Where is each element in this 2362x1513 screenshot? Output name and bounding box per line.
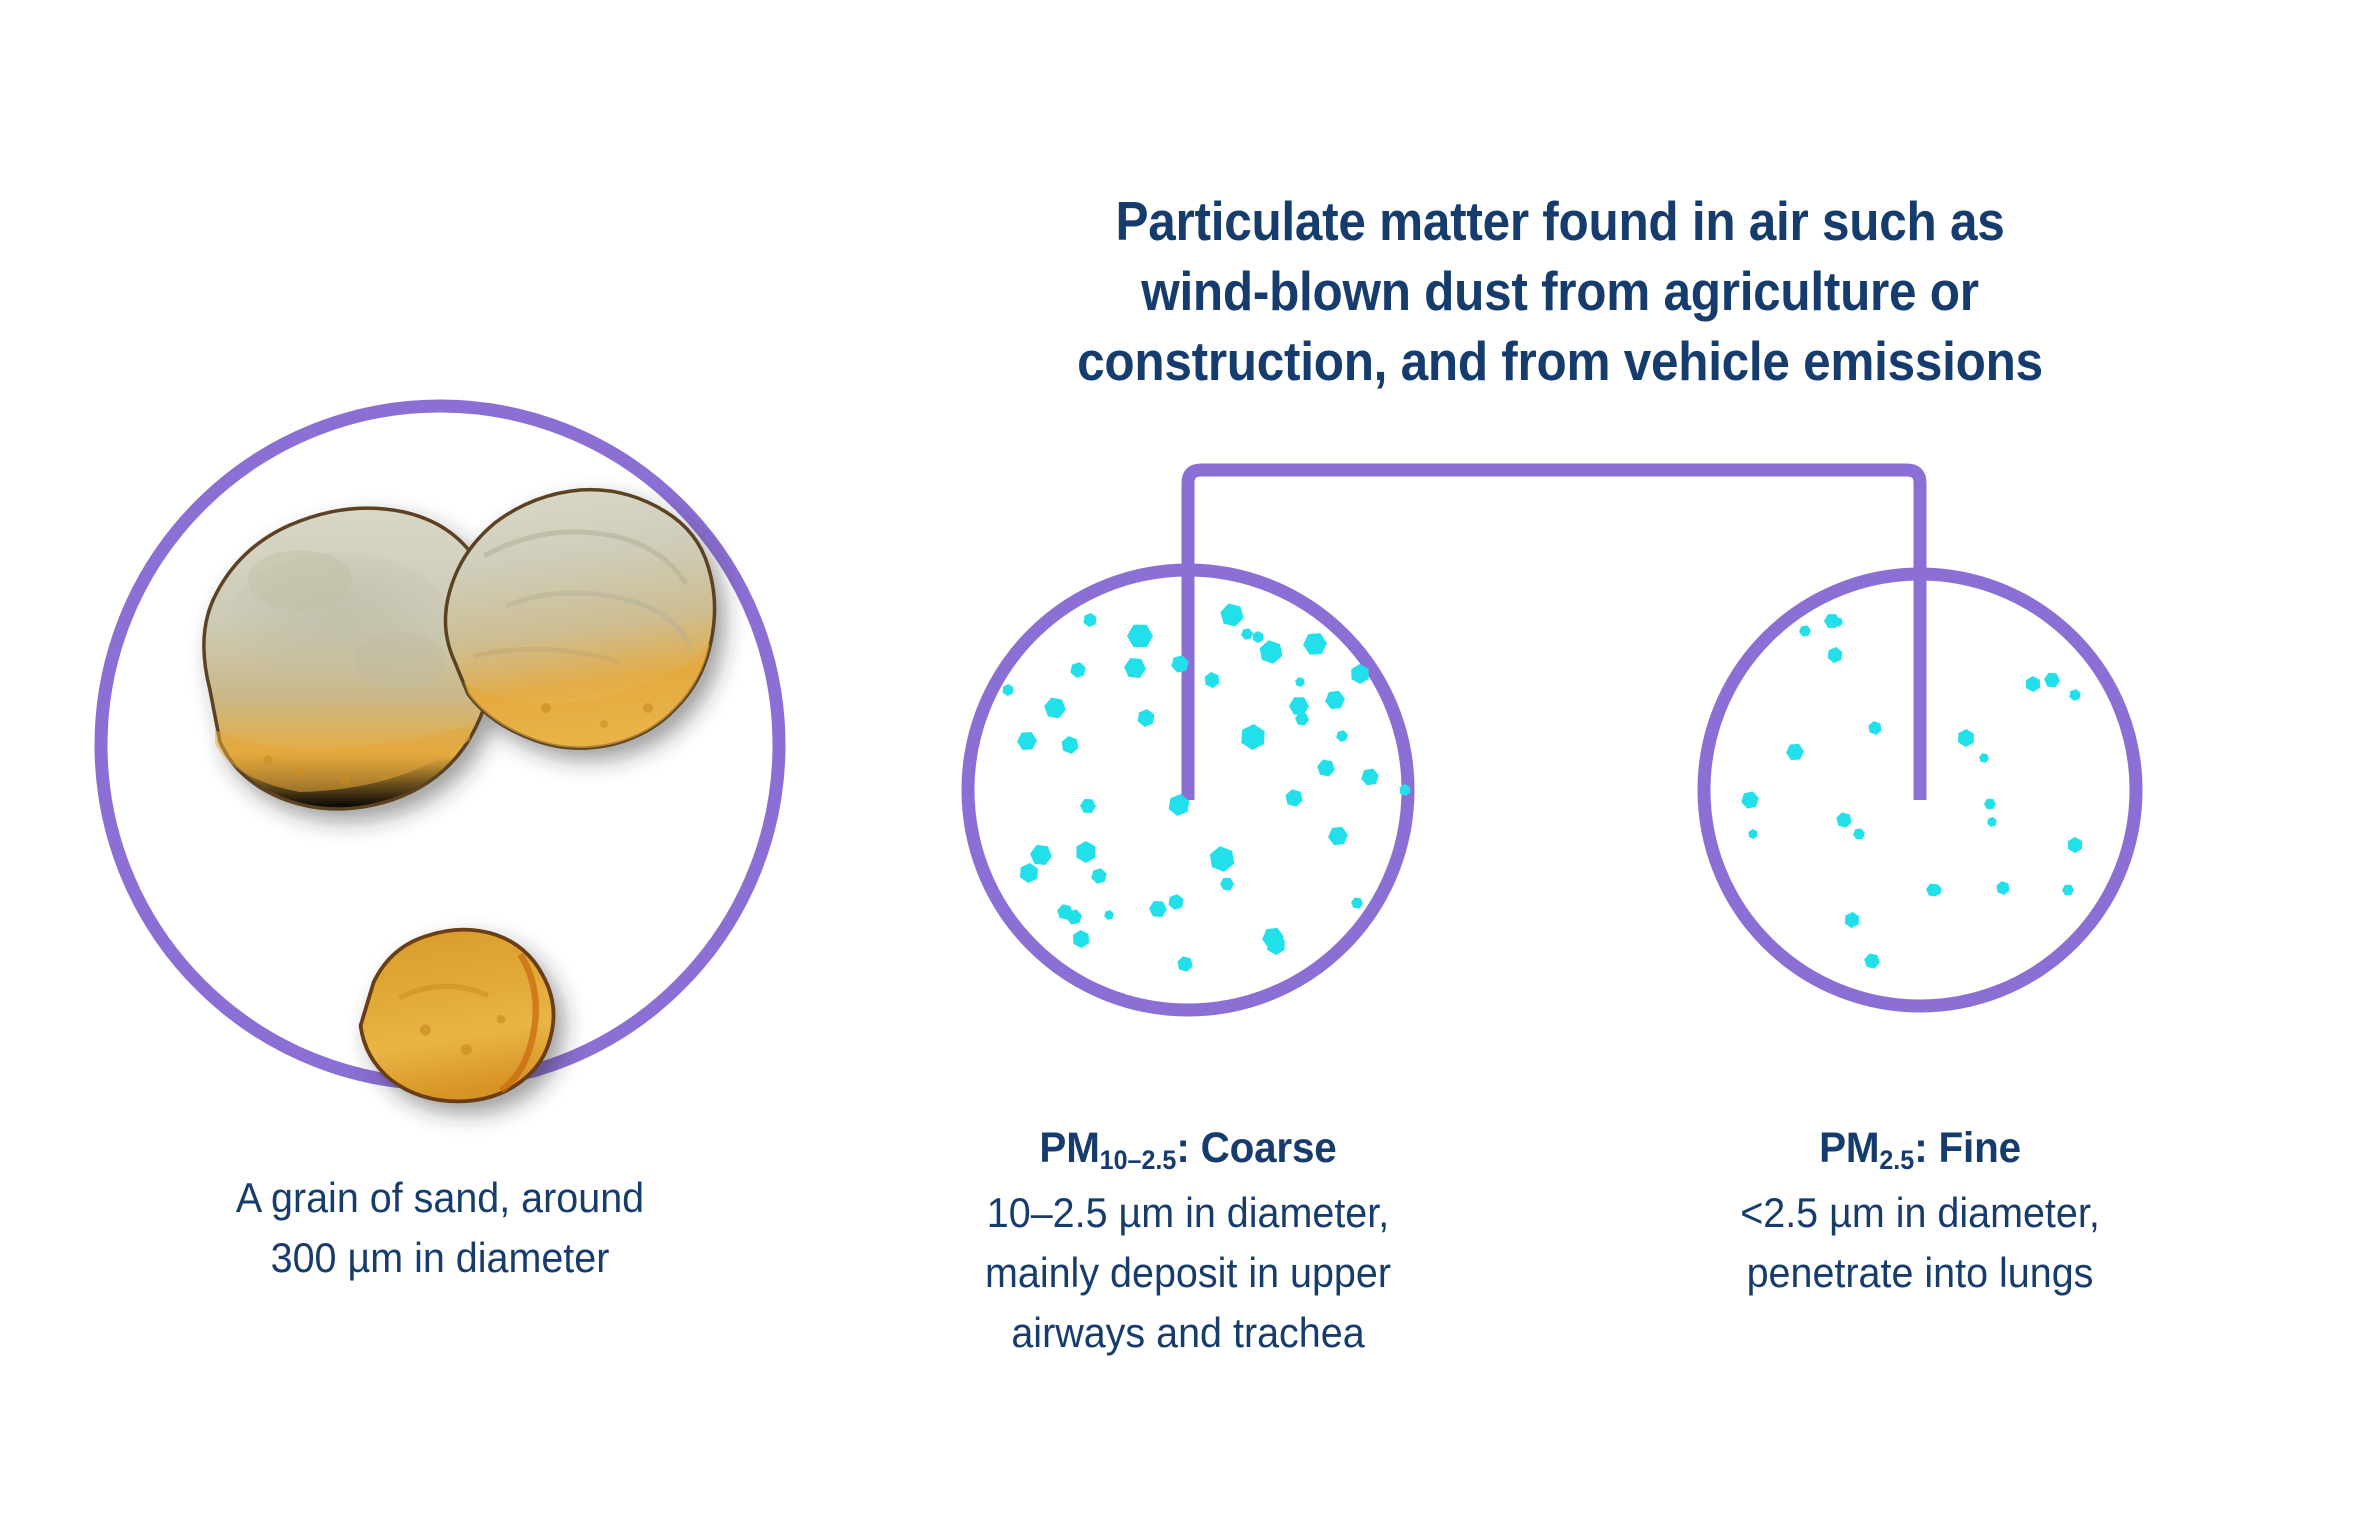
fine-particle <box>1868 721 1882 735</box>
sand-caption-line-1: A grain of sand, around <box>235 1174 645 1221</box>
coarse-particle <box>1137 709 1155 727</box>
sand-grain-bottom <box>358 927 556 1104</box>
coarse-caption-line-1: 10–2.5 µm in diameter, <box>986 1189 1390 1236</box>
coarse-particle <box>1285 789 1303 807</box>
coarse-particle <box>1083 613 1097 627</box>
coarse-particle <box>1252 631 1264 643</box>
coarse-heading-subscript: 10–2.5 <box>1099 1145 1177 1176</box>
coarse-particle <box>1204 672 1220 688</box>
coarse-particle <box>1017 732 1037 750</box>
fine-heading-suffix: : Fine <box>1914 1124 2021 1172</box>
coarse-particle <box>1209 846 1235 872</box>
fine-particle <box>1748 829 1758 839</box>
coarse-particle <box>1171 655 1189 673</box>
coarse-particle <box>1066 909 1082 925</box>
coarse-caption-line-2: mainly deposit in upper <box>984 1249 1391 1296</box>
coarse-particle <box>1002 684 1014 696</box>
sand-caption: A grain of sand, around 300 µm in diamet… <box>102 1168 779 1288</box>
coarse-particle <box>1241 628 1253 640</box>
title-line-3: construction, and from vehicle emissions <box>1077 330 2043 392</box>
coarse-particle-cluster <box>1002 603 1411 972</box>
fine-particle-cluster <box>1741 614 2082 969</box>
fine-particle <box>1786 743 1804 761</box>
coarse-particle <box>1351 897 1363 909</box>
fine-particle <box>1853 828 1865 840</box>
coarse-particle <box>1080 798 1096 814</box>
fine-particle <box>1799 625 1811 637</box>
fine-particle <box>1833 617 1843 627</box>
coarse-particle <box>1351 664 1369 684</box>
coarse-particle <box>1295 712 1309 726</box>
fine-particle <box>2069 689 2081 701</box>
coarse-particle <box>1168 894 1184 910</box>
coarse-particle <box>1091 868 1107 884</box>
coarse-particle <box>1124 658 1146 678</box>
fine-particle <box>1844 912 1860 928</box>
fine-caption: PM2.5: Fine <2.5 µm in diameter, penetra… <box>1582 1118 2259 1303</box>
coarse-particle <box>1076 841 1096 863</box>
coarse-particle <box>1127 624 1153 648</box>
fine-particle <box>2068 837 2082 853</box>
coarse-particle <box>1061 736 1079 754</box>
coarse-particle <box>1328 826 1348 846</box>
coarse-heading: PM10–2.5: Coarse <box>850 1118 1527 1183</box>
bracket-connector <box>1181 463 1927 800</box>
coarse-particle <box>1070 662 1086 678</box>
coarse-particle <box>1149 900 1167 918</box>
fine-particle <box>1864 953 1880 969</box>
fine-particle <box>2025 676 2041 692</box>
fine-particle <box>2062 884 2074 896</box>
title-line-1: Particulate matter found in air such as <box>1115 190 2005 252</box>
fine-circle <box>1697 567 2143 1013</box>
fine-particle <box>1979 753 1989 763</box>
fine-particle <box>1957 729 1975 747</box>
coarse-particle <box>1399 784 1411 796</box>
fine-particle <box>1827 647 1843 663</box>
sand-grain-left <box>202 506 499 811</box>
coarse-particle <box>1317 759 1335 777</box>
fine-particle <box>1996 881 2010 895</box>
coarse-particle <box>1044 697 1066 719</box>
page-title: Particulate matter found in air such as … <box>1074 186 2046 396</box>
fine-heading-prefix: PM <box>1819 1124 1880 1172</box>
coarse-caption-line-3: airways and trachea <box>1011 1309 1365 1356</box>
fine-caption-line-2: penetrate into lungs <box>1746 1249 2094 1296</box>
fine-particle <box>1741 791 1759 809</box>
sand-grains-photo <box>202 487 717 1104</box>
fine-particle <box>1987 817 1997 827</box>
coarse-particle <box>1325 690 1345 710</box>
coarse-heading-prefix: PM <box>1039 1124 1100 1172</box>
fine-particle <box>2044 672 2060 688</box>
coarse-caption: PM10–2.5: Coarse 10–2.5 µm in diameter, … <box>850 1118 1527 1363</box>
fine-particle <box>1984 798 1996 810</box>
sand-grain-right <box>443 487 717 750</box>
coarse-particle <box>1295 677 1305 687</box>
coarse-particle <box>1220 877 1234 891</box>
coarse-particle <box>1303 633 1327 655</box>
coarse-particle <box>1220 603 1244 627</box>
coarse-particle <box>1336 730 1348 742</box>
coarse-heading-suffix: : Coarse <box>1176 1124 1337 1172</box>
fine-caption-line-1: <2.5 µm in diameter, <box>1740 1189 2100 1236</box>
sand-caption-line-2: 300 µm in diameter <box>270 1234 610 1281</box>
coarse-particle <box>1259 640 1283 664</box>
coarse-particle <box>1267 935 1285 955</box>
title-line-2: wind-blown dust from agriculture or <box>1141 260 1979 322</box>
coarse-particle <box>1289 697 1309 715</box>
fine-particle <box>1836 812 1852 828</box>
fine-heading: PM2.5: Fine <box>1582 1118 2259 1183</box>
coarse-particle <box>1030 844 1052 866</box>
coarse-particle <box>1019 863 1039 883</box>
coarse-particle <box>1361 768 1379 786</box>
fine-heading-subscript: 2.5 <box>1879 1145 1915 1176</box>
coarse-particle <box>1104 910 1114 920</box>
coarse-particle <box>1168 794 1190 816</box>
fine-particle <box>1930 884 1942 896</box>
coarse-particle <box>1241 724 1265 750</box>
coarse-particle <box>1072 930 1090 948</box>
coarse-particle <box>1177 956 1193 972</box>
